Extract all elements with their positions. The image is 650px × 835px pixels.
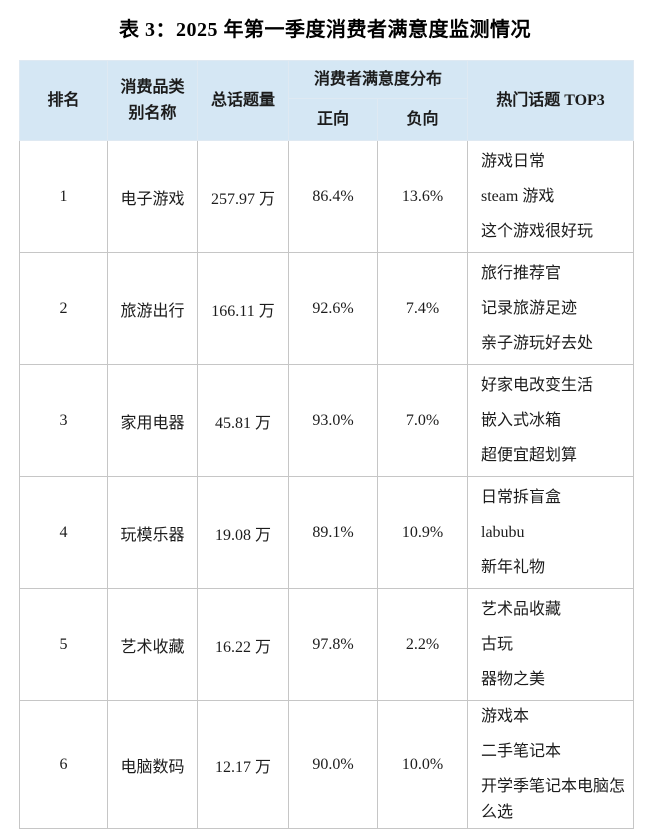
table-row: 2 旅游出行 166.11 万 92.6% 7.4% 旅行推荐官记录旅游足迹 亲子… [19,252,634,365]
hot-topic-item: 超便宜超划算 [481,446,578,464]
hot-topics-cell: 旅行推荐官记录旅游足迹 亲子游玩好去处 [467,252,634,365]
hot-topic-item: 亲子游玩好去处 [481,334,594,352]
hot-topics-cell: 游戏日常 steam 游戏这个游戏很好玩 [467,140,634,253]
total-topics-cell: 19.08 万 [197,476,289,589]
negative-cell: 10.9% [377,476,468,589]
total-topics-cell: 257.97 万 [197,140,289,253]
total-topics-cell: 16.22 万 [197,588,289,701]
category-cell: 旅游出行 [107,252,198,365]
total-topics-cell: 45.81 万 [197,364,289,477]
table-header: 排名 消费品类 别名称 总话题量 消费者满意度分布 热门话题 TOP3 正向 负… [19,60,634,141]
category-cell: 电脑数码 [107,700,198,829]
hot-topics-list: 游戏日常 steam 游戏这个游戏很好玩 [481,149,627,245]
hot-topic-item: 游戏本 [481,707,530,725]
hot-topic-item: 古玩 [481,635,514,653]
hot-topic-item: 开学季笔记本电脑怎么选 [481,777,626,821]
hot-topic-item: 日常拆盲盒 [481,488,562,506]
table-row: 1 电子游戏 257.97 万 86.4% 13.6% 游戏日常 steam 游戏… [19,140,634,253]
category-cell: 艺术收藏 [107,588,198,701]
rank-cell: 3 [19,364,108,477]
hot-topics-list: 日常拆盲盒 labubu 新年礼物 [481,485,627,581]
hot-topics-cell: 游戏本二手笔记本开学季笔记本电脑怎么选 [467,700,634,829]
page-title: 表 3：2025 年第一季度消费者满意度监测情况 [119,19,531,41]
negative-cell: 13.6% [377,140,468,253]
hot-topic-item: 记录旅游足迹 [481,299,578,317]
header-positive: 正向 [288,98,378,141]
hot-topic-item: 二手笔记本 [481,742,562,760]
negative-cell: 2.2% [377,588,468,701]
hot-topic-item: steam 游戏 [481,187,555,205]
hot-topics-cell: 好家电改变生活 嵌入式冰箱超便宜超划算 [467,364,634,477]
hot-topics-list: 艺术品收藏古玩器物之美 [481,597,627,693]
negative-cell: 7.4% [377,252,468,365]
negative-cell: 10.0% [377,700,468,829]
table-row: 4 玩模乐器 19.08 万 89.1% 10.9% 日常拆盲盒 labubu 新年… [19,476,634,589]
table-row: 5 艺术收藏 16.22 万 97.8% 2.2% 艺术品收藏古玩器物之美 [19,588,634,701]
hot-topics-cell: 日常拆盲盒 labubu 新年礼物 [467,476,634,589]
hot-topics-list: 好家电改变生活 嵌入式冰箱超便宜超划算 [481,373,627,469]
category-cell: 电子游戏 [107,140,198,253]
rank-cell: 1 [19,140,108,253]
header-category-line1: 消费品类 [120,78,185,96]
negative-cell: 7.0% [377,364,468,477]
positive-cell: 90.0% [288,700,378,829]
header-hot-topics: 热门话题 TOP3 [467,60,634,141]
hot-topic-item: 这个游戏很好玩 [481,222,594,240]
rank-cell: 6 [19,700,108,829]
hot-topic-item: 新年礼物 [481,558,546,576]
hot-topic-item: 旅行推荐官 [481,264,562,282]
header-category-line2: 别名称 [128,104,177,122]
rank-cell: 4 [19,476,108,589]
header-rank: 排名 [19,60,108,141]
hot-topics-cell: 艺术品收藏古玩器物之美 [467,588,634,701]
positive-cell: 97.8% [288,588,378,701]
hot-topics-list: 旅行推荐官记录旅游足迹 亲子游玩好去处 [481,261,627,357]
table-row: 3 家用电器 45.81 万 93.0% 7.0% 好家电改变生活 嵌入式冰箱超便… [19,364,634,477]
header-satisfaction-group: 消费者满意度分布 [288,60,468,99]
total-topics-cell: 166.11 万 [197,252,289,365]
table-body: 1 电子游戏 257.97 万 86.4% 13.6% 游戏日常 steam 游戏… [19,140,634,829]
rank-cell: 5 [19,588,108,701]
satisfaction-table: 排名 消费品类 别名称 总话题量 消费者满意度分布 热门话题 TOP3 正向 负… [19,60,634,829]
table-row: 6 电脑数码 12.17 万 90.0% 10.0% 游戏本二手笔记本开学季笔记… [19,700,634,829]
header-negative: 负向 [377,98,468,141]
category-cell: 家用电器 [107,364,198,477]
category-cell: 玩模乐器 [107,476,198,589]
header-category: 消费品类 别名称 [107,60,198,141]
rank-cell: 2 [19,252,108,365]
positive-cell: 89.1% [288,476,378,589]
hot-topic-item: 艺术品收藏 [481,600,562,618]
hot-topic-item: labubu [481,523,525,541]
total-topics-cell: 12.17 万 [197,700,289,829]
hot-topics-list: 游戏本二手笔记本开学季笔记本电脑怎么选 [481,704,627,826]
positive-cell: 86.4% [288,140,378,253]
hot-topic-item: 游戏日常 [481,152,546,170]
hot-topic-item: 好家电改变生活 [481,376,594,394]
positive-cell: 93.0% [288,364,378,477]
header-total-topics: 总话题量 [197,60,289,141]
hot-topic-item: 嵌入式冰箱 [481,411,562,429]
positive-cell: 92.6% [288,252,378,365]
hot-topic-item: 器物之美 [481,670,546,688]
